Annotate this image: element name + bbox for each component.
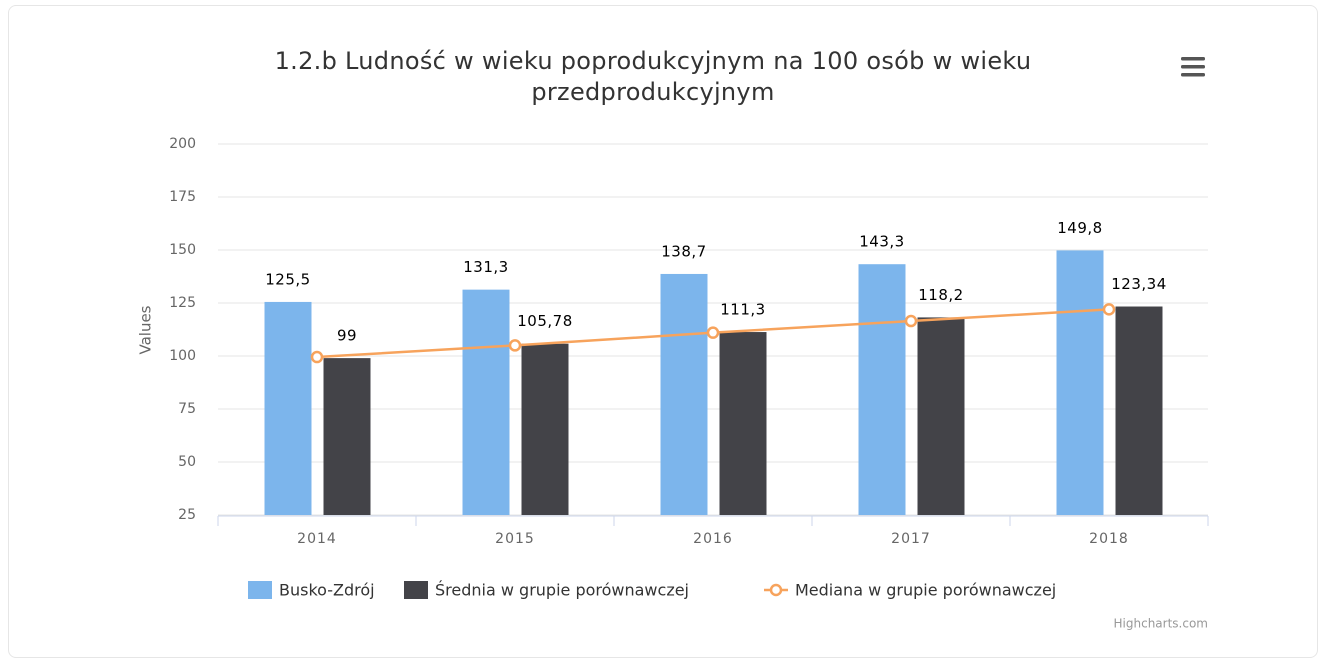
legend-label[interactable]: Mediana w grupie porównawczej bbox=[795, 581, 1056, 600]
credits[interactable]: Highcharts.com bbox=[1114, 617, 1208, 631]
data-label: 138,7 bbox=[661, 242, 706, 260]
menu-bar[interactable] bbox=[1181, 65, 1205, 69]
line-point bbox=[1102, 303, 1116, 316]
y-tick-label: 125 bbox=[169, 295, 196, 311]
bar bbox=[462, 289, 510, 515]
bar bbox=[1115, 306, 1163, 515]
y-tick-label: 175 bbox=[169, 189, 196, 205]
x-tick-label: 2018 bbox=[1089, 531, 1129, 547]
data-label: 149,8 bbox=[1057, 219, 1102, 237]
data-label: 123,34 bbox=[1111, 275, 1167, 293]
chart-frame bbox=[8, 5, 1318, 658]
data-label: 118,2 bbox=[918, 286, 963, 304]
bar bbox=[264, 301, 312, 515]
data-label: 111,3 bbox=[720, 301, 765, 319]
bar bbox=[660, 273, 708, 515]
y-tick-label: 75 bbox=[178, 401, 196, 417]
bar bbox=[1056, 250, 1104, 515]
menu-icon[interactable] bbox=[1181, 57, 1205, 77]
legend-symbol bbox=[248, 581, 272, 599]
data-label: 99 bbox=[337, 327, 357, 345]
legend-symbol bbox=[769, 583, 783, 597]
menu-bar[interactable] bbox=[1181, 57, 1205, 61]
y-tick-label: 50 bbox=[178, 454, 196, 470]
legend-symbol bbox=[404, 581, 428, 599]
x-tick-label: 2016 bbox=[693, 531, 733, 547]
bar bbox=[521, 343, 569, 515]
line-point bbox=[310, 350, 324, 364]
legend-label[interactable]: Busko-Zdrój bbox=[279, 581, 375, 600]
line-point bbox=[508, 339, 522, 352]
line-point bbox=[904, 314, 918, 328]
bar bbox=[719, 332, 767, 515]
chart-title: 1.2.b Ludność w wieku poprodukcyjnym na … bbox=[274, 47, 1032, 106]
data-label: 125,5 bbox=[265, 270, 310, 288]
menu-bar[interactable] bbox=[1181, 73, 1205, 77]
bar bbox=[917, 317, 965, 515]
line-point bbox=[706, 326, 720, 339]
y-tick-label: 25 bbox=[178, 507, 196, 523]
x-tick-label: 2017 bbox=[891, 531, 931, 547]
y-tick-label: 200 bbox=[169, 136, 196, 152]
bar bbox=[323, 358, 371, 515]
y-axis-label: Values bbox=[137, 305, 155, 354]
legend-label[interactable]: Średnia w grupie porównawczej bbox=[435, 581, 689, 600]
x-tick-label: 2015 bbox=[495, 531, 535, 547]
y-tick-label: 150 bbox=[169, 242, 196, 258]
bar bbox=[858, 264, 906, 515]
y-tick-label: 100 bbox=[169, 348, 196, 364]
x-tick-label: 2014 bbox=[297, 531, 337, 547]
data-label: 143,3 bbox=[859, 233, 904, 251]
data-label: 105,78 bbox=[517, 312, 573, 330]
data-label: 131,3 bbox=[463, 258, 508, 276]
